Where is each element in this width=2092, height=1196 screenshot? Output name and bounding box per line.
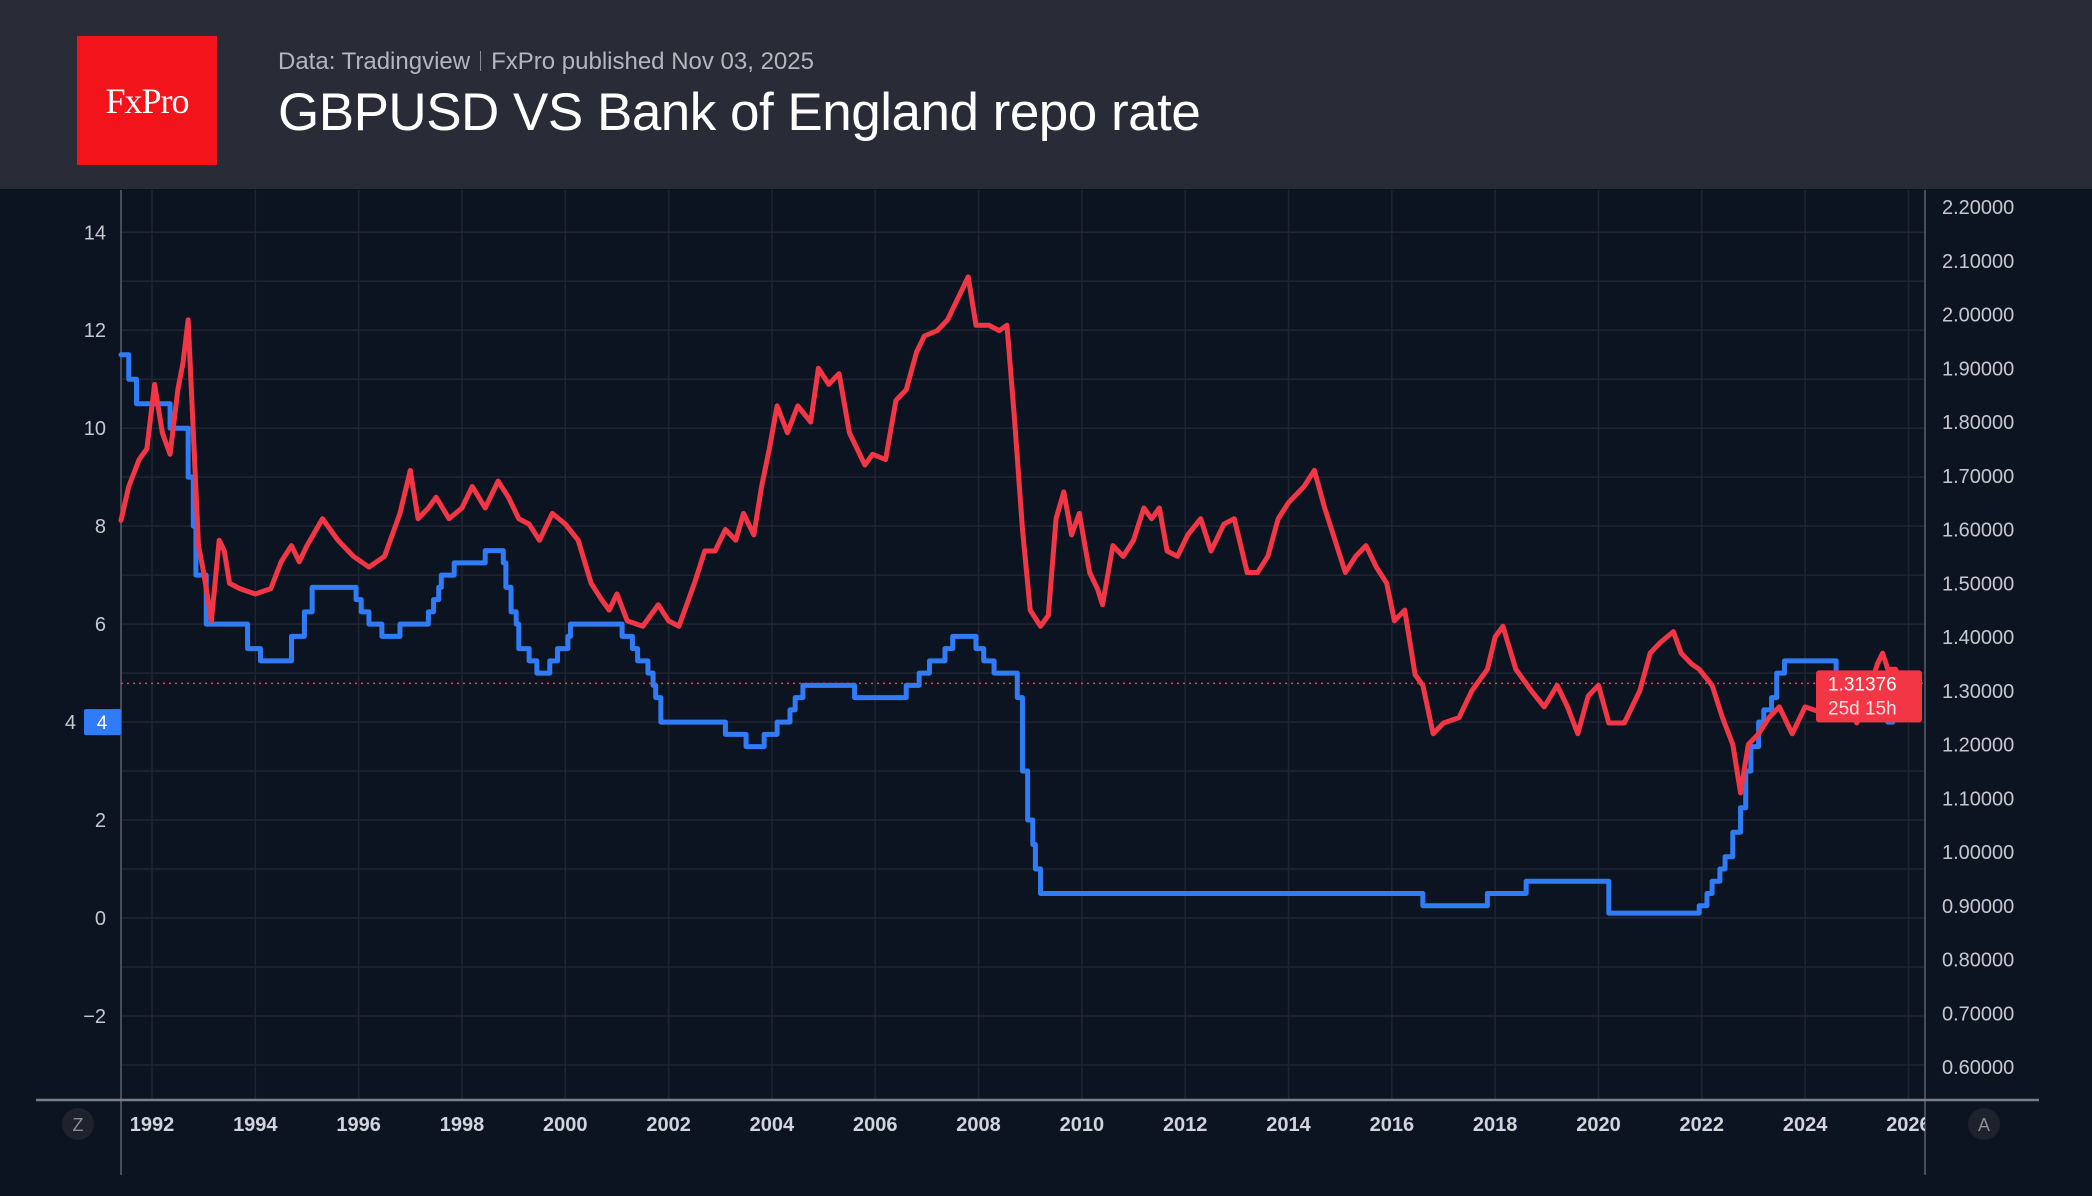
left-axis-tick: 10: [84, 418, 106, 440]
bar-countdown: 25d 15h: [1828, 698, 1897, 719]
x-axis-tick: 2026: [1886, 1114, 1931, 1136]
data-source: Data: Tradingview: [278, 48, 471, 75]
right-axis-tick: 1.70000: [1942, 466, 2014, 488]
repo_rate-line: [118, 352, 1896, 916]
header: FxPro Data: Tradingview FxPro published N…: [0, 0, 2092, 189]
page-title: GBPUSD VS Bank of England repo rate: [278, 83, 1201, 142]
auto-scale-button[interactable]: [1968, 1108, 2000, 1140]
x-axis-tick: 2002: [646, 1114, 691, 1136]
x-axis-tick: 1998: [440, 1114, 485, 1136]
x-axis-tick: 2004: [750, 1114, 795, 1136]
right-axis-tick: 2.00000: [1942, 305, 2014, 327]
right-axis-tick: 0.60000: [1942, 1057, 2014, 1079]
logo-text: FxPro: [105, 80, 189, 121]
x-axis-tick: 2018: [1473, 1114, 1518, 1136]
fxpro-logo: FxPro: [77, 36, 217, 165]
subtitle: Data: Tradingview FxPro published Nov 03,…: [278, 48, 814, 76]
x-axis-tick: 2000: [543, 1114, 588, 1136]
gbpusd-last-value: 1.31376: [1828, 674, 1897, 695]
zoom-reset-label[interactable]: Z: [73, 1115, 84, 1135]
left-axis-tick: 4: [65, 712, 76, 734]
left-axis-tick: 6: [95, 614, 106, 636]
x-axis-tick: 2020: [1576, 1114, 1621, 1136]
x-axis-tick: 2010: [1060, 1114, 1105, 1136]
right-axis-tick: 1.10000: [1942, 788, 2014, 810]
left-axis-tick: 14: [84, 222, 106, 244]
gbpusd-price-badge: [1816, 670, 1922, 723]
left-axis-tick: 12: [84, 320, 106, 342]
gbpusd-line: [118, 274, 1904, 796]
right-axis-tick: 1.00000: [1942, 842, 2014, 864]
x-axis-tick: 2014: [1266, 1114, 1311, 1136]
repo-rate-last-value: 4: [97, 713, 108, 734]
separator: [480, 51, 482, 71]
x-axis-tick: 1992: [130, 1114, 175, 1136]
x-axis-tick: 2006: [853, 1114, 898, 1136]
right-axis-tick: 0.80000: [1942, 950, 2014, 972]
x-axis-tick: 2012: [1163, 1114, 1208, 1136]
right-axis-tick: 1.60000: [1942, 520, 2014, 542]
right-axis-tick: 1.20000: [1942, 735, 2014, 757]
x-axis-tick: 2008: [956, 1114, 1001, 1136]
right-axis-tick: 1.80000: [1942, 412, 2014, 434]
zoom-reset-button[interactable]: [62, 1108, 94, 1140]
right-axis-tick: 1.50000: [1942, 573, 2014, 595]
repo-rate-badge: [84, 709, 121, 736]
right-axis-tick: 2.10000: [1942, 251, 2014, 273]
auto-scale-label[interactable]: A: [1978, 1115, 1990, 1135]
x-axis-tick: 1996: [336, 1114, 381, 1136]
x-axis-tick: 2024: [1783, 1114, 1828, 1136]
right-axis-tick: 1.90000: [1942, 358, 2014, 380]
x-axis-tick: 2022: [1680, 1114, 1725, 1136]
right-axis-tick: 1.30000: [1942, 681, 2014, 703]
left-axis-tick: 2: [95, 810, 106, 832]
right-axis-tick: 0.70000: [1942, 1003, 2014, 1025]
right-axis-tick: 2.20000: [1942, 197, 2014, 219]
right-axis-tick: 0.90000: [1942, 896, 2014, 918]
left-axis-tick: 8: [95, 516, 106, 538]
published-date: FxPro published Nov 03, 2025: [491, 48, 814, 75]
x-axis-tick: 1994: [233, 1114, 278, 1136]
right-axis-tick: 1.40000: [1942, 627, 2014, 649]
plot-background: [0, 189, 2092, 1196]
left-axis-tick: 0: [95, 908, 106, 930]
x-axis-tick: 2016: [1370, 1114, 1415, 1136]
left-axis-tick: −2: [83, 1006, 106, 1028]
